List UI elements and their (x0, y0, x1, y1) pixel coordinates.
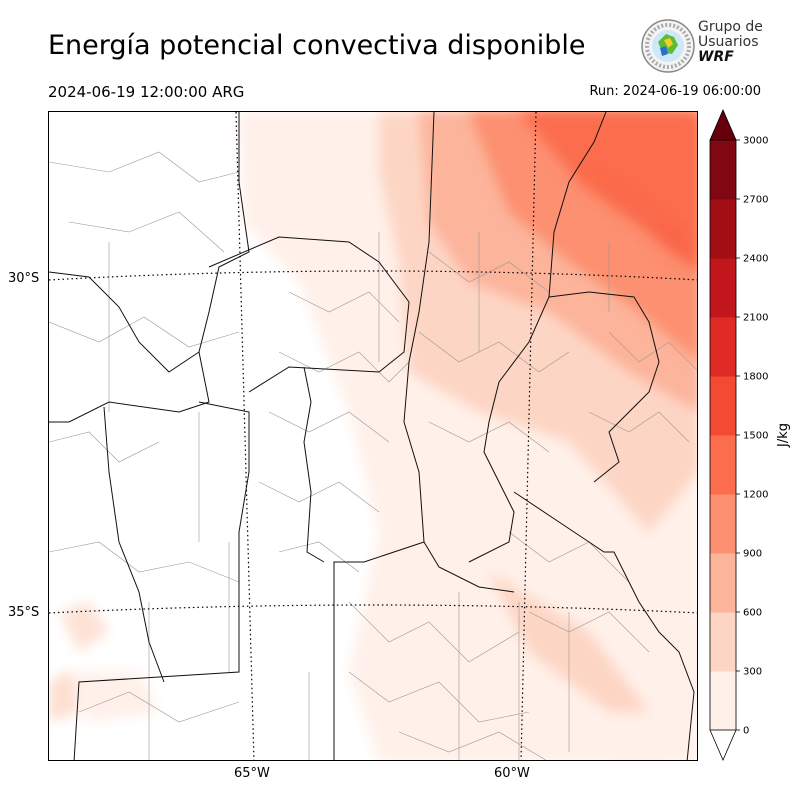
colorbar-bin (710, 317, 736, 377)
colorbar-bin (710, 140, 736, 200)
globe-icon (641, 19, 695, 73)
colorbar-tick-label: 300 (743, 667, 762, 678)
colorbar-tick-label: 2700 (743, 195, 768, 206)
colorbar-bin (710, 258, 736, 318)
colorbar-bin (710, 435, 736, 495)
colorbar-tick-label: 3000 (743, 136, 768, 147)
map-panel[interactable] (48, 111, 698, 761)
colorbar-tick-label: 1800 (743, 372, 768, 383)
lat-label-35s: 35°S (8, 605, 40, 620)
province-boundaries (49, 112, 695, 760)
colorbar-tick-label: 2400 (743, 254, 768, 265)
colorbar-bin (710, 671, 736, 731)
colorbar-tick-label: 600 (743, 608, 762, 619)
lon-label-65w: 65°W (234, 766, 270, 781)
lon-label-60w: 60°W (494, 766, 530, 781)
department-boundaries (49, 151, 697, 760)
colorbar-tick-label: 2100 (743, 313, 768, 324)
colorbar-bin (710, 612, 736, 672)
lat-label-30s: 30°S (8, 271, 40, 286)
graticule (49, 112, 697, 760)
colorbar: 0 300 600 900 1200 1500 1800 2100 2400 2700 3000 J/… (705, 108, 795, 768)
cape-map (49, 112, 697, 760)
colorbar-tick-label: 1500 (743, 431, 768, 442)
wrf-logo: Grupo de Usuarios WRF (640, 18, 763, 74)
map-title: Energía potencial convectiva disponible (48, 30, 586, 61)
colorbar-graphic: 0 300 600 900 1200 1500 1800 2100 2400 2700 3000 J/… (709, 108, 791, 762)
colorbar-bin (710, 553, 736, 613)
colorbar-bin (710, 494, 736, 554)
logo-line2: Usuarios (698, 34, 759, 50)
logo-line1: Grupo de (698, 19, 763, 35)
colorbar-tick-label: 0 (743, 726, 749, 737)
colorbar-extend-min (709, 729, 737, 762)
colorbar-tick-label: 1200 (743, 490, 768, 501)
run-time: Run: 2024-06-19 06:00:00 (589, 84, 761, 99)
colorbar-bin (710, 376, 736, 436)
colorbar-unit-label: J/kg (776, 423, 791, 448)
colorbar-bin (710, 199, 736, 259)
colorbar-extend-max (709, 108, 737, 141)
colorbar-tick-label: 900 (743, 549, 762, 560)
logo-line3: WRF (698, 49, 734, 65)
valid-time: 2024-06-19 12:00:00 ARG (48, 83, 245, 101)
